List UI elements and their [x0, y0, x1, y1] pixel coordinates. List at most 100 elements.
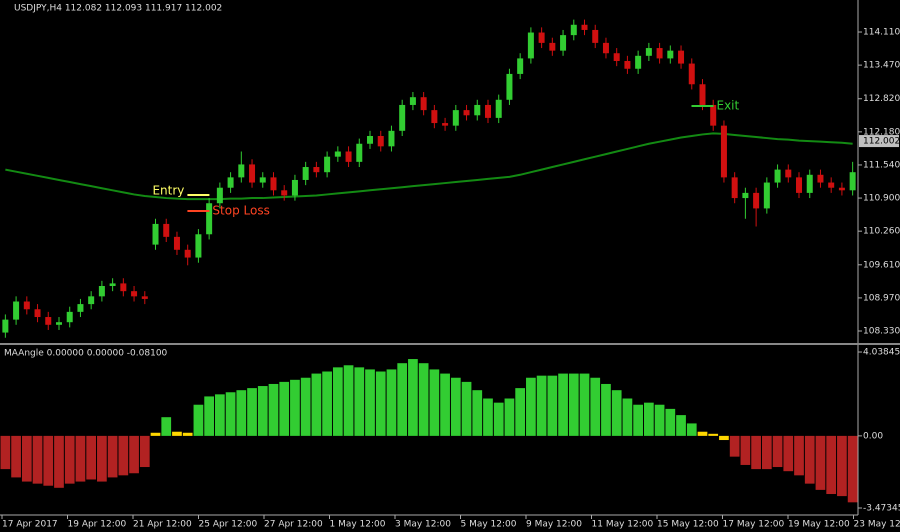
- candle-body: [849, 172, 856, 191]
- y-tick-label: 112.180: [863, 127, 900, 137]
- histogram-bar: [21, 435, 32, 482]
- candle-body: [774, 169, 781, 183]
- histogram-bar: [826, 435, 837, 495]
- candle-body: [345, 151, 352, 162]
- histogram-bar: [633, 404, 643, 436]
- histogram-bar: [815, 435, 826, 490]
- histogram-bar: [139, 435, 150, 468]
- candle-body: [206, 203, 213, 235]
- candle-body: [645, 48, 652, 56]
- histogram-bar: [483, 398, 493, 436]
- candle-body: [334, 151, 341, 157]
- candle-body: [828, 182, 835, 188]
- histogram-bar: [847, 435, 858, 503]
- histogram-bar: [268, 383, 279, 436]
- candle-body: [688, 63, 695, 85]
- histogram-bar: [375, 371, 386, 436]
- histogram-bar: [601, 383, 611, 436]
- histogram-bar: [472, 390, 483, 436]
- candle-body: [635, 55, 642, 69]
- candle-body: [549, 42, 556, 51]
- candle-body: [581, 24, 588, 30]
- histogram-bar: [172, 431, 182, 436]
- candle-body: [753, 192, 760, 209]
- histogram-bar: [686, 423, 697, 436]
- candle-body: [710, 104, 717, 126]
- candle-body: [324, 156, 331, 173]
- histogram-bar: [343, 365, 354, 436]
- histogram-bar: [654, 404, 665, 436]
- histogram-bar: [708, 433, 719, 436]
- histogram-bar: [64, 435, 75, 484]
- histogram-bar: [279, 381, 290, 436]
- x-tick-label: 19 May 12:00: [788, 520, 850, 530]
- histogram-bar: [32, 435, 43, 484]
- histogram-bar: [697, 431, 708, 436]
- candle-body: [796, 177, 803, 193]
- histogram-bar: [322, 371, 332, 436]
- histogram-bar: [311, 373, 322, 436]
- histogram-bar: [0, 435, 11, 470]
- candle-body: [570, 24, 577, 36]
- histogram-bar: [547, 375, 558, 436]
- annotation-label: Entry: [152, 183, 184, 197]
- histogram-bar: [579, 373, 590, 436]
- y-tick-label: -3.47345: [863, 504, 900, 514]
- histogram-bar: [75, 435, 86, 482]
- y-tick-label: 4.03845: [863, 348, 900, 358]
- candle-body: [270, 177, 277, 191]
- histogram-bar: [129, 435, 139, 474]
- candle-body: [506, 73, 513, 100]
- x-tick-label: 19 Apr 12:00: [68, 520, 127, 530]
- candle-body: [495, 99, 502, 118]
- candle-body: [720, 125, 727, 178]
- candle-body: [2, 319, 9, 333]
- histogram-bar: [804, 435, 815, 484]
- histogram-bar: [590, 377, 601, 436]
- y-tick-label: 111.540: [863, 160, 900, 170]
- candle-body: [817, 174, 824, 183]
- candle-body: [517, 58, 524, 74]
- histogram-bar: [150, 432, 161, 436]
- y-tick-label: 113.470: [863, 61, 900, 71]
- candle-body: [377, 135, 384, 147]
- candle-body: [13, 301, 20, 320]
- candle-body: [602, 42, 609, 54]
- histogram-bar: [837, 435, 847, 497]
- candle-body: [356, 143, 363, 162]
- candle-body: [109, 283, 116, 286]
- histogram-bar: [332, 367, 343, 436]
- candle-body: [55, 322, 62, 325]
- indicator-title: MAAngle 0.00000 0.00000 -0.08100: [4, 349, 168, 359]
- candle-body: [399, 104, 406, 131]
- histogram-bar: [97, 435, 107, 482]
- candle-body: [431, 110, 438, 124]
- candle-body: [98, 285, 105, 297]
- annotation-label: Stop Loss: [212, 203, 269, 217]
- histogram-bar: [783, 435, 794, 472]
- y-tick-label: 110.260: [863, 227, 900, 237]
- x-tick-label: 25 Apr 12:00: [199, 520, 258, 530]
- y-tick-label: 109.610: [863, 260, 900, 270]
- y-tick-label: 110.900: [863, 194, 900, 204]
- histogram-bar: [247, 388, 257, 436]
- x-tick-label: 27 Apr 12:00: [264, 520, 323, 530]
- x-tick-label: 1 May 12:00: [330, 520, 386, 530]
- histogram-bar: [204, 396, 214, 436]
- candle-body: [184, 249, 191, 258]
- histogram-bar: [493, 402, 504, 436]
- histogram-bar: [365, 369, 375, 436]
- histogram-bar: [536, 375, 547, 436]
- candle-body: [409, 97, 416, 105]
- candle-body: [302, 167, 309, 180]
- histogram-bar: [182, 432, 193, 436]
- histogram-bar: [611, 390, 622, 436]
- candle-body: [88, 296, 95, 305]
- x-tick-label: 11 May 12:00: [592, 520, 654, 530]
- candle-body: [742, 192, 749, 199]
- histogram-bar: [429, 369, 440, 436]
- histogram-bar: [86, 435, 97, 480]
- candle-body: [785, 169, 792, 178]
- candle-body: [420, 97, 427, 111]
- histogram-bar: [236, 390, 247, 436]
